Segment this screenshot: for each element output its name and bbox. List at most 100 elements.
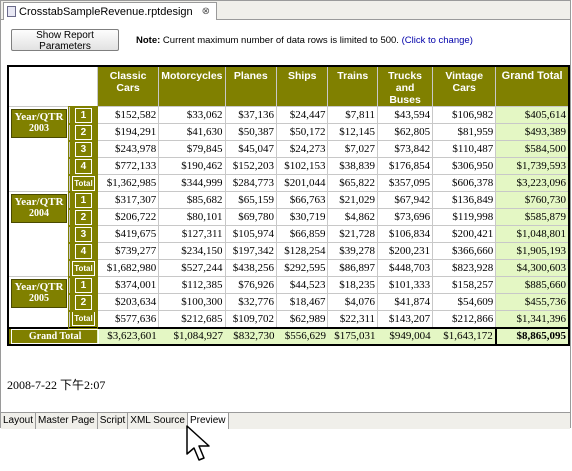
year-value: 2005 [28, 293, 49, 304]
revenue-cell: $105,974 [224, 225, 278, 243]
year-label: Year/QTR 2004 [11, 194, 67, 223]
grand-total-value: $3,623,601 [97, 326, 159, 345]
quarter-text: 4 [74, 243, 93, 259]
quarter-text: 2 [74, 124, 93, 140]
click-to-change-link[interactable]: (Click to change) [401, 35, 473, 46]
revenue-cell: $101,333 [377, 276, 434, 294]
quarter-label: 1 [68, 275, 99, 295]
revenue-cell: $102,153 [275, 157, 329, 175]
quarter-text: 3 [74, 226, 93, 242]
revenue-cell: $206,722 [96, 208, 160, 226]
grand-total-value: $175,031 [327, 326, 378, 345]
grand-total-label: Grand Total [8, 326, 100, 345]
grand-total-cell: $3,223,096 [495, 174, 570, 192]
column-header: Ships [275, 65, 329, 107]
grand-total-cell: $585,879 [495, 208, 570, 226]
crosstab-report: Classic Cars Motorcycles Planes Ships Tr… [7, 65, 571, 346]
grand-total-value: $556,629 [276, 326, 328, 345]
quarter-label: 4 [68, 241, 99, 261]
revenue-cell: $80,101 [158, 208, 226, 226]
quarter-text: 4 [74, 158, 93, 174]
revenue-cell: $43,594 [377, 106, 434, 124]
quarter-text: 1 [74, 277, 93, 293]
table-row: 2 $203,634 $100,300 $32,776 $18,467 $4,076 $41… [8, 292, 570, 312]
grand-total-cell: $1,739,593 [495, 157, 570, 175]
revenue-cell: $448,703 [377, 259, 434, 277]
table-row: 3 $419,675 $127,311 $105,974 $66,859 $21,728 $… [8, 224, 570, 244]
grand-total-cell: $1,341,396 [495, 310, 570, 328]
table-row: 4 $772,133 $190,462 $152,203 $102,153 $38,839… [8, 156, 570, 176]
revenue-cell: $73,696 [377, 208, 434, 226]
revenue-cell: $22,311 [327, 310, 379, 328]
revenue-cell: $4,076 [327, 293, 379, 311]
revenue-cell: $65,822 [327, 174, 379, 192]
quarter-label: 1 [68, 190, 99, 210]
revenue-cell: $606,378 [432, 174, 497, 192]
close-icon[interactable]: ⊗ [201, 5, 211, 17]
column-header: Vintage Cars [432, 65, 497, 107]
revenue-cell: $1,362,985 [96, 174, 160, 192]
revenue-cell: $37,136 [224, 106, 278, 124]
overall-grand-total-cell: $8,865,095 [494, 326, 571, 346]
report-file-icon [7, 6, 16, 17]
tab-master-page[interactable]: Master Page [36, 413, 98, 429]
show-report-parameters-button[interactable]: Show Report Parameters [11, 29, 119, 52]
revenue-cell: $112,385 [158, 276, 226, 294]
revenue-cell: $73,842 [377, 140, 434, 158]
revenue-cell: $194,291 [96, 123, 160, 141]
revenue-cell: $243,978 [96, 140, 160, 158]
revenue-cell: $67,942 [377, 191, 434, 209]
grand-total-row: Grand Total $3,623,601 $1,084,927 $832,730 $… [8, 326, 571, 346]
quarter-text: 1 [74, 192, 93, 208]
year-group-cell: Year/QTR 2003 [7, 106, 70, 192]
revenue-cell: $41,874 [377, 293, 434, 311]
revenue-cell: $76,926 [224, 276, 278, 294]
revenue-cell: $366,660 [432, 242, 497, 260]
note-text: Current maximum number of data rows is l… [162, 35, 399, 46]
editor-tab[interactable]: CrosstabSampleRevenue.rptdesign ⊗ [3, 2, 218, 20]
revenue-cell: $201,044 [275, 174, 329, 192]
revenue-cell: $50,172 [275, 123, 329, 141]
revenue-cell: $203,634 [96, 293, 160, 311]
table-row: Year/QTR 2003 1 $152,582 $33,062 $37,136 $24,4… [7, 105, 570, 192]
column-header: Trains [327, 65, 379, 107]
revenue-cell: $212,866 [432, 310, 497, 328]
column-header: Motorcycles [158, 65, 226, 107]
revenue-cell: $527,244 [158, 259, 226, 277]
year-total-label: Total [68, 258, 99, 278]
revenue-cell: $7,027 [327, 140, 379, 158]
table-row: Year/QTR 2005 1 $374,001 $112,385 $76,926 $44,… [7, 275, 570, 328]
grand-total-cell: $455,736 [495, 293, 570, 311]
revenue-cell: $344,999 [158, 174, 226, 192]
grand-total-cell: $584,500 [495, 140, 570, 158]
table-row: 2 $206,722 $80,101 $69,780 $30,719 $4,862 $73,… [8, 207, 570, 227]
grand-total-cell: $885,660 [495, 276, 570, 294]
revenue-cell: $41,630 [158, 123, 226, 141]
row-limit-note: Note: Current maximum number of data row… [136, 35, 473, 46]
revenue-cell: $7,811 [327, 106, 379, 124]
quarter-label: 1 [68, 105, 99, 125]
year-label: Year/QTR 2003 [11, 109, 67, 138]
revenue-cell: $200,231 [377, 242, 434, 260]
revenue-cell: $4,862 [327, 208, 379, 226]
revenue-cell: $106,834 [377, 225, 434, 243]
revenue-cell: $110,487 [432, 140, 497, 158]
tab-xml-source[interactable]: XML Source [128, 413, 188, 429]
quarter-label: 4 [68, 156, 99, 176]
revenue-cell: $12,145 [327, 123, 379, 141]
revenue-cell: $158,257 [432, 276, 497, 294]
tab-script[interactable]: Script [97, 413, 129, 429]
quarter-text: 2 [74, 294, 93, 310]
revenue-cell: $44,523 [275, 276, 329, 294]
revenue-cell: $24,273 [275, 140, 329, 158]
table-row: 4 $739,277 $234,150 $197,342 $128,254 $39,278… [8, 241, 570, 261]
tab-preview[interactable]: Preview [187, 413, 229, 429]
revenue-cell: $119,998 [432, 208, 497, 226]
revenue-cell: $127,311 [158, 225, 226, 243]
revenue-cell: $39,278 [327, 242, 379, 260]
tab-layout[interactable]: Layout [1, 413, 37, 429]
crosstab-table: Classic Cars Motorcycles Planes Ships Tr… [7, 65, 571, 346]
revenue-cell: $176,854 [377, 157, 434, 175]
revenue-cell: $54,609 [432, 293, 497, 311]
grand-total-cell: $760,730 [495, 191, 570, 209]
